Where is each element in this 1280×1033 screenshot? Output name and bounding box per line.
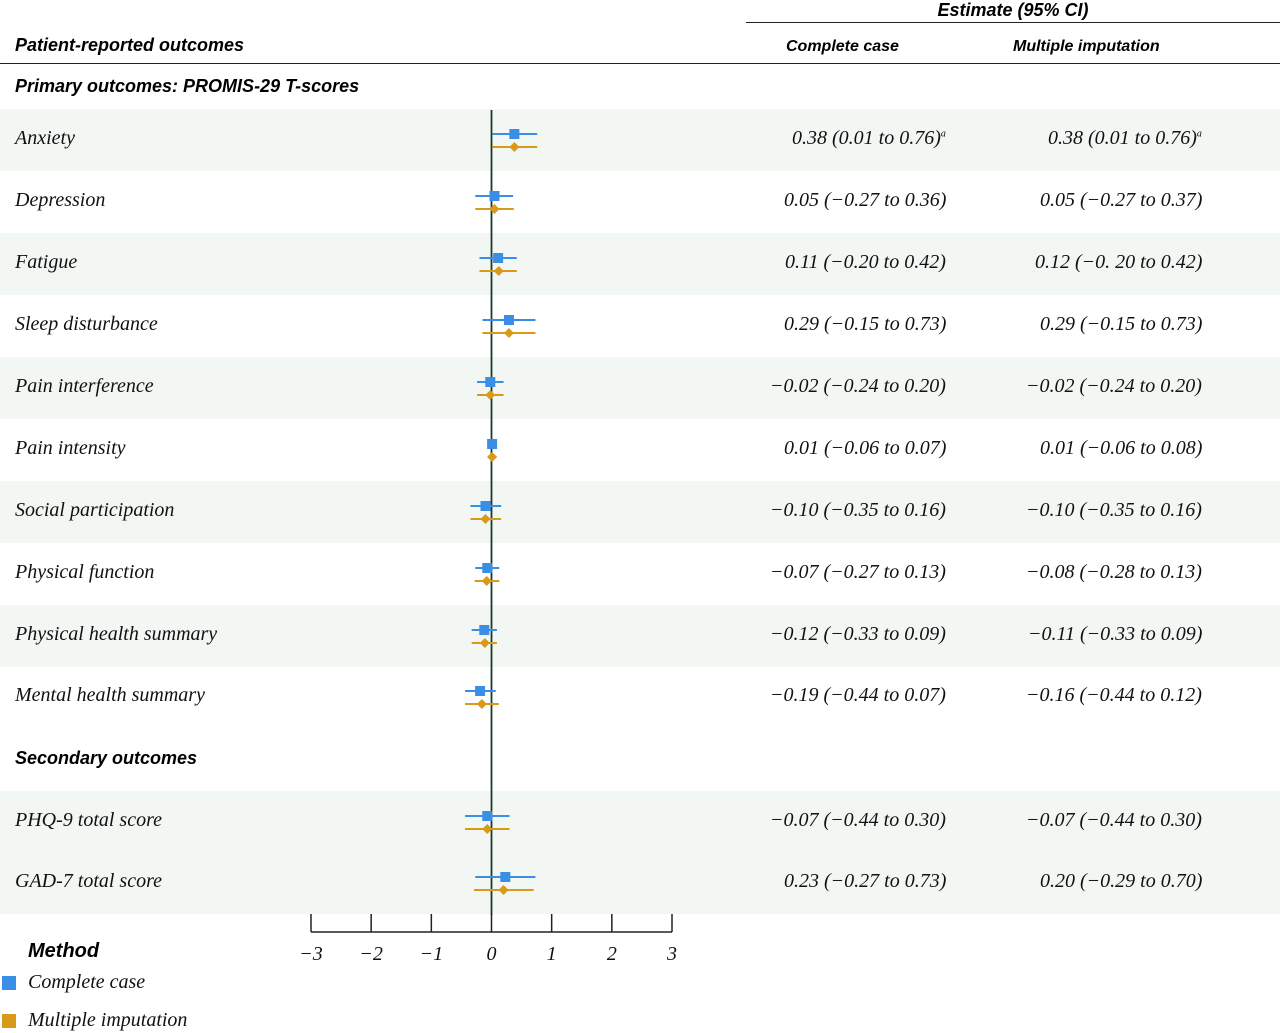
significance-mark: a (1196, 128, 1202, 140)
ci-multiple-imputation-sleep-disturbance: 0.29 (−0.15 to 0.73) (1040, 313, 1203, 335)
outcomes-header: Patient-reported outcomes (15, 35, 245, 55)
ci-complete-case-fatigue: 0.11 (−0.20 to 0.42) (785, 251, 946, 273)
section-primary-outcomes: Primary outcomes: PROMIS-29 T-scores (15, 76, 360, 96)
ci-multiple-imputation-depression: 0.05 (−0.27 to 0.37) (1040, 189, 1203, 211)
outcome-label-social-participation: Social participation (15, 499, 175, 521)
outcome-label-fatigue: Fatigue (15, 251, 78, 273)
x-tick-label: 1 (547, 943, 557, 965)
header-rule (0, 63, 1280, 64)
ci-multiple-imputation-social-participation: −0.10 (−0.35 to 0.16) (1026, 499, 1202, 521)
outcome-label-pain-interference: Pain interference (15, 375, 154, 397)
ci-complete-case-physical-function: −0.07 (−0.27 to 0.13) (770, 561, 946, 583)
outcome-label-sleep-disturbance: Sleep disturbance (15, 313, 158, 335)
row-band-physical-health-summary (0, 605, 1280, 667)
outcome-label-gad-7-total-score: GAD-7 total score (15, 870, 163, 892)
ci-multiple-imputation-anxiety: 0.38 (0.01 to 0.76)a (1048, 127, 1202, 149)
ci-multiple-imputation-physical-function: −0.08 (−0.28 to 0.13) (1026, 561, 1202, 583)
x-tick-label: −2 (359, 943, 383, 965)
row-band-anxiety (0, 109, 1280, 171)
ci-complete-case-pain-interference: −0.02 (−0.24 to 0.20) (770, 375, 946, 397)
estimate-header: Estimate (95% CI) (937, 0, 1089, 20)
estimate-header-rule (746, 22, 1280, 23)
outcome-label-physical-function: Physical function (15, 561, 155, 583)
x-tick-label: 3 (666, 943, 677, 965)
point-complete-case (482, 563, 493, 573)
outcome-label-anxiety: Anxiety (15, 127, 75, 149)
legend-label-multiple-imputation: Multiple imputation (28, 1009, 188, 1031)
estimate-group-pain-intensity (487, 439, 498, 462)
point-multiple-imputation (503, 328, 514, 338)
row-band-phq-9-total-score (0, 791, 1280, 853)
estimate-group-sleep-disturbance (482, 315, 536, 338)
point-multiple-imputation (481, 576, 492, 586)
point-complete-case (475, 686, 486, 696)
ci-multiple-imputation-physical-health-summary: −0.11 (−0.33 to 0.09) (1028, 623, 1203, 645)
ci-complete-case-anxiety: 0.38 (0.01 to 0.76)a (792, 127, 946, 149)
multiple-imputation-header: Multiple imputation (1013, 38, 1160, 55)
point-complete-case (489, 191, 500, 201)
ci-complete-case-mental-health-summary: −0.19 (−0.44 to 0.07) (770, 684, 946, 706)
point-complete-case (503, 315, 514, 325)
legend-swatch-multiple-imputation (2, 1014, 16, 1028)
point-multiple-imputation (487, 452, 498, 462)
estimate-group-depression (475, 191, 514, 214)
point-complete-case (487, 439, 498, 449)
ci-multiple-imputation-pain-intensity: 0.01 (−0.06 to 0.08) (1040, 437, 1203, 459)
ci-complete-case-physical-health-summary: −0.12 (−0.33 to 0.09) (770, 623, 946, 645)
legend-title: Method (28, 940, 100, 962)
ci-multiple-imputation-fatigue: 0.12 (−0. 20 to 0.42) (1035, 251, 1203, 273)
ci-complete-case-gad-7-total-score: 0.23 (−0.27 to 0.73) (784, 870, 947, 892)
ci-complete-case-sleep-disturbance: 0.29 (−0.15 to 0.73) (784, 313, 947, 335)
point-multiple-imputation (476, 699, 487, 709)
legend-label-complete-case: Complete case (28, 971, 146, 993)
legend-swatch-complete-case (2, 976, 16, 990)
ci-multiple-imputation-mental-health-summary: −0.16 (−0.44 to 0.12) (1026, 684, 1202, 706)
x-tick-label: 2 (607, 943, 617, 965)
significance-mark: a (940, 128, 946, 140)
row-band-fatigue (0, 233, 1280, 295)
row-band-social-participation (0, 481, 1280, 543)
outcome-label-depression: Depression (15, 189, 106, 211)
outcome-label-mental-health-summary: Mental health summary (15, 684, 205, 706)
outcome-label-phq-9-total-score: PHQ-9 total score (15, 809, 163, 831)
complete-case-header: Complete case (786, 38, 899, 55)
ci-complete-case-depression: 0.05 (−0.27 to 0.36) (784, 189, 947, 211)
ci-complete-case-pain-intensity: 0.01 (−0.06 to 0.07) (784, 437, 947, 459)
ci-multiple-imputation-pain-interference: −0.02 (−0.24 to 0.20) (1026, 375, 1202, 397)
ci-complete-case-social-participation: −0.10 (−0.35 to 0.16) (770, 499, 946, 521)
ci-complete-case-phq-9-total-score: −0.07 (−0.44 to 0.30) (770, 809, 946, 831)
point-multiple-imputation (489, 204, 500, 214)
ci-multiple-imputation-phq-9-total-score: −0.07 (−0.44 to 0.30) (1026, 809, 1202, 831)
row-band-pain-interference (0, 357, 1280, 419)
outcome-label-physical-health-summary: Physical health summary (15, 623, 218, 645)
row-band-gad-7-total-score (0, 852, 1280, 914)
x-tick-label: −3 (299, 943, 323, 965)
section-secondary-outcomes: Secondary outcomes (15, 748, 198, 768)
estimate-group-physical-function (474, 563, 500, 586)
x-tick-label: −1 (420, 943, 444, 965)
ci-multiple-imputation-gad-7-total-score: 0.20 (−0.29 to 0.70) (1040, 870, 1203, 892)
outcome-label-pain-intensity: Pain intensity (15, 437, 126, 459)
estimate-group-mental-health-summary (465, 686, 499, 709)
x-tick-label: 0 (487, 943, 497, 965)
